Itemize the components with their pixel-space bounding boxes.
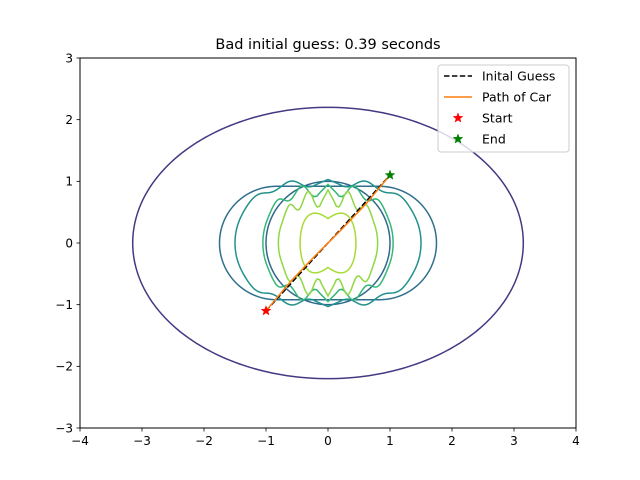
y-tick-label: 2 xyxy=(65,113,73,127)
x-axis-ticks: −4 −3 −2 −1 0 1 2 3 4 xyxy=(71,428,580,448)
y-tick-label: 0 xyxy=(65,236,73,250)
start-marker xyxy=(260,305,272,316)
legend-swatch xyxy=(452,133,464,144)
contour-level-2 xyxy=(265,180,391,306)
contour-level-3 xyxy=(218,185,438,301)
series-line-path-of-car xyxy=(265,174,391,312)
contour-level-5 xyxy=(262,183,394,303)
y-tick-label: −3 xyxy=(55,421,73,435)
x-tick-label: −2 xyxy=(195,434,213,448)
x-tick-label: −4 xyxy=(71,434,89,448)
x-tick-label: 3 xyxy=(510,434,518,448)
y-tick-label: −2 xyxy=(55,360,73,374)
contour-level-4 xyxy=(234,178,422,308)
legend-label: Path of Car xyxy=(482,90,552,105)
y-tick-label: 1 xyxy=(65,175,73,189)
series-lines xyxy=(265,174,391,312)
legend: Inital Guess Path of Car Start End xyxy=(437,64,570,153)
y-axis-ticks: −3 −2 −1 0 1 2 3 xyxy=(55,51,80,435)
legend-label: Start xyxy=(482,111,513,126)
x-tick-label: 1 xyxy=(386,434,394,448)
y-tick-label: −1 xyxy=(55,298,73,312)
end-marker xyxy=(384,169,396,180)
x-tick-label: −3 xyxy=(133,434,151,448)
contour-level-1 xyxy=(131,106,525,380)
legend-box xyxy=(437,64,570,153)
legend-label: Inital Guess xyxy=(482,69,555,84)
chart-title: Bad initial guess: 0.39 seconds xyxy=(215,37,440,53)
legend-swatch xyxy=(452,112,464,123)
point-markers xyxy=(260,169,396,316)
legend-label: End xyxy=(482,132,506,147)
x-tick-label: 4 xyxy=(572,434,580,448)
y-tick-label: 3 xyxy=(65,51,73,65)
x-tick-label: 2 xyxy=(448,434,456,448)
contour-level-7 xyxy=(299,212,357,274)
x-tick-label: −1 xyxy=(257,434,275,448)
x-tick-label: 0 xyxy=(324,434,332,448)
